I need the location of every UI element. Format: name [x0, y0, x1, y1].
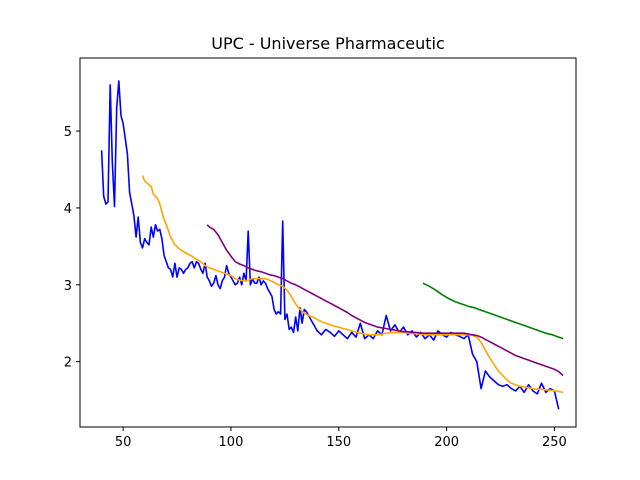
- plot-frame: [79, 57, 577, 428]
- x-tick-label: 100: [219, 435, 244, 450]
- y-tick-label: 4: [64, 202, 72, 217]
- series-line-3: [206, 224, 564, 377]
- chart-title: UPC - Universe Pharmaceutic: [211, 34, 445, 53]
- series-line-4: [422, 282, 564, 340]
- axes-layer: 50 100 150 200 250 2 3 4 5: [64, 57, 577, 450]
- x-tick-label: 200: [434, 435, 459, 450]
- x-tick-label: 150: [326, 435, 351, 450]
- series-line-2: [141, 175, 564, 394]
- y-tick-label: 5: [64, 125, 72, 140]
- x-tick-label: 50: [115, 435, 132, 450]
- y-tick-label: 2: [64, 356, 72, 371]
- series-layer: [100, 80, 564, 410]
- y-tick-label: 3: [64, 279, 72, 294]
- x-tick-label: 250: [542, 435, 567, 450]
- series-line-1: [100, 80, 560, 410]
